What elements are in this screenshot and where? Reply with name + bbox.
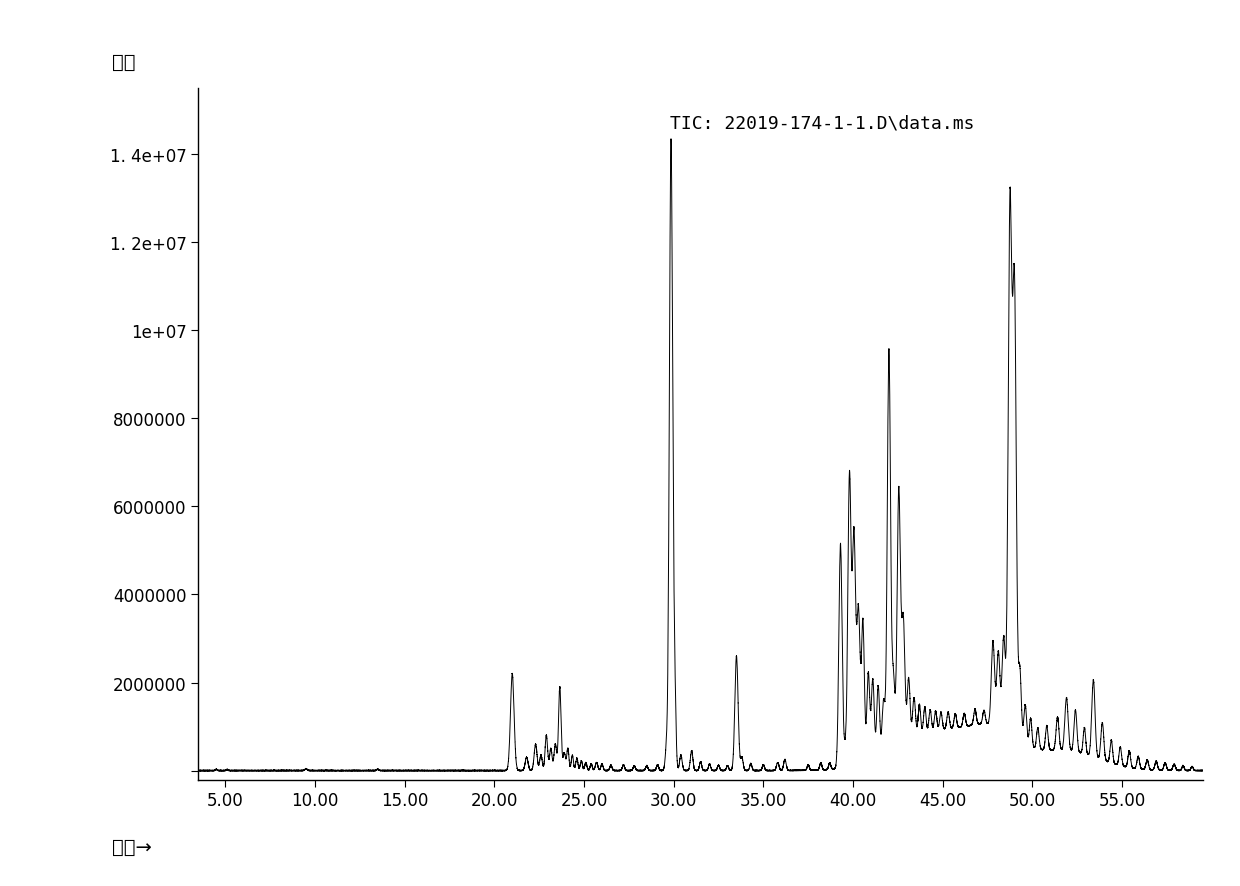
Text: 时间→: 时间→ bbox=[112, 837, 151, 856]
Text: 丰度: 丰度 bbox=[112, 53, 135, 72]
Text: TIC: 22019-174-1-1.D\data.ms: TIC: 22019-174-1-1.D\data.ms bbox=[670, 114, 975, 132]
